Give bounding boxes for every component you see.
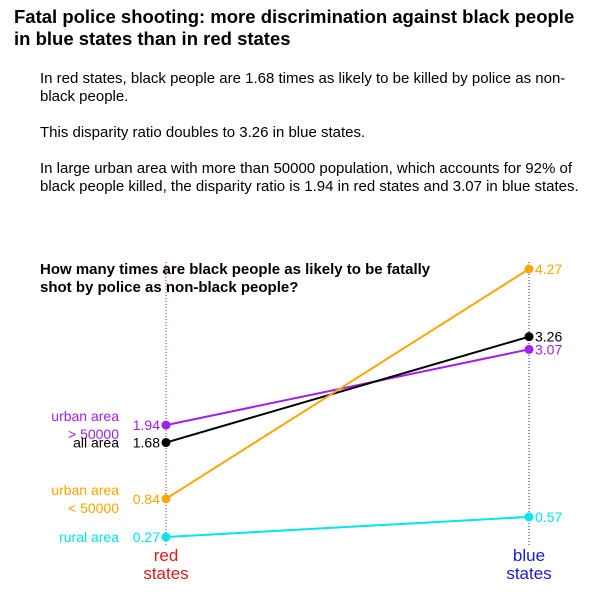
value-label-all-blue: 3.26: [535, 329, 562, 345]
series-line-urban-large: [165, 348, 530, 427]
point-all-blue: [524, 332, 534, 342]
category-label-blue-line-1: blue: [513, 546, 545, 565]
series-line-all: [165, 335, 530, 444]
value-label-urban-large-blue: 3.07: [535, 341, 562, 357]
series-name-urban-large-line-1: urban area: [51, 408, 119, 424]
chart-title: How many times are black people as likel…: [40, 261, 431, 296]
category-label-red-line-2: states: [143, 564, 188, 583]
value-label-all-red: 1.68: [133, 435, 160, 451]
summary-paragraph-1: In red states, black people are 1.68 tim…: [40, 70, 566, 105]
category-label-blue-line-2: states: [506, 564, 551, 583]
value-label-rural-blue: 0.57: [535, 509, 562, 525]
point-urban-large-red: [161, 420, 171, 430]
series-name-rural-line-1: rural area: [59, 529, 119, 545]
series-line-urban-small: [165, 268, 530, 500]
point-urban-small-blue: [524, 264, 534, 274]
value-label-urban-large-red: 1.94: [133, 417, 160, 433]
point-all-red: [161, 438, 171, 448]
point-rural-red: [161, 532, 171, 542]
value-label-urban-small-blue: 4.27: [535, 261, 562, 277]
point-urban-large-blue: [524, 344, 534, 354]
point-urban-small-red: [161, 494, 171, 504]
series-line-rural: [165, 515, 530, 538]
point-rural-blue: [524, 512, 534, 522]
series-name-all-line-1: all area: [73, 435, 119, 451]
series-name-urban-large-line-2: > 50000: [68, 426, 119, 442]
page-title: Fatal police shooting: more discriminati…: [14, 6, 575, 49]
summary-paragraph-3: In large urban area with more than 50000…: [40, 160, 579, 195]
category-label-red-line-1: red: [154, 546, 179, 565]
series-name-urban-small-line-2: < 50000: [68, 500, 119, 516]
summary-paragraph-2: This disparity ratio doubles to 3.26 in …: [40, 124, 366, 141]
value-label-rural-red: 0.27: [133, 529, 160, 545]
value-label-urban-small-red: 0.84: [133, 491, 160, 507]
series-name-urban-small-line-1: urban area: [51, 482, 119, 498]
